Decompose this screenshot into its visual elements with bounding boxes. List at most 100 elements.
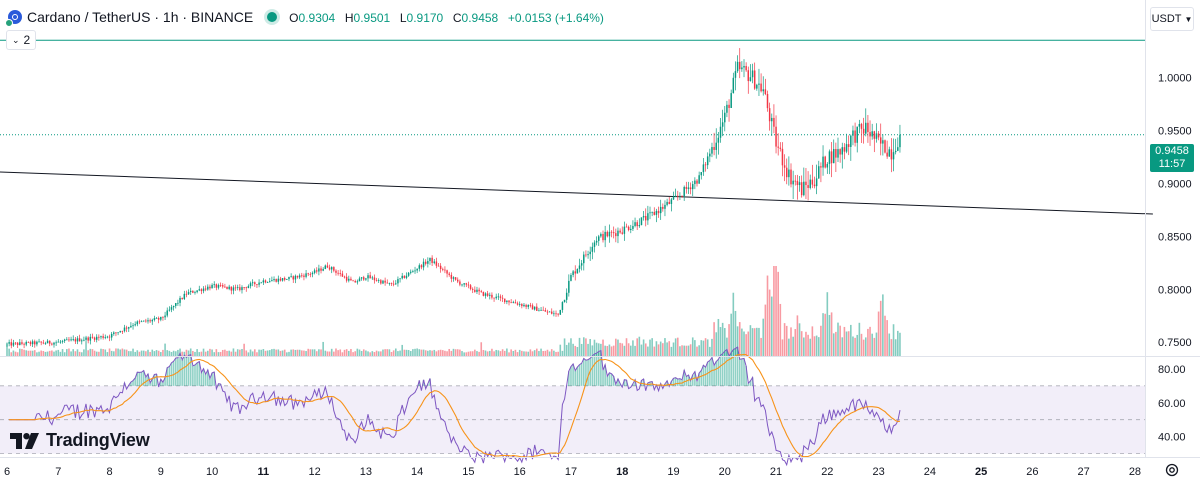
volume-bar bbox=[311, 349, 314, 356]
candle-body bbox=[380, 280, 382, 284]
candle-body bbox=[689, 187, 692, 190]
candle-body bbox=[717, 137, 720, 143]
volume-bar bbox=[394, 348, 397, 356]
volume-bar bbox=[529, 349, 532, 356]
candle-body bbox=[290, 276, 292, 278]
volume-bar bbox=[521, 350, 523, 356]
volume-bar bbox=[290, 349, 292, 356]
candle-body bbox=[258, 282, 260, 285]
volume-bar bbox=[503, 350, 506, 356]
candle-body bbox=[580, 263, 583, 266]
candle-body bbox=[681, 195, 683, 197]
candle-body bbox=[467, 284, 470, 286]
candle-body bbox=[104, 337, 107, 338]
candle-body bbox=[550, 311, 553, 314]
volume-bar bbox=[215, 349, 218, 356]
volume-bar bbox=[134, 351, 136, 356]
time-tick-label: 6 bbox=[4, 466, 10, 478]
candle-body bbox=[465, 283, 468, 285]
volume-bar bbox=[390, 351, 393, 356]
price-pane[interactable] bbox=[0, 39, 1153, 349]
candle-body bbox=[44, 343, 47, 345]
volume-bar bbox=[666, 342, 668, 356]
candle-body bbox=[36, 341, 38, 345]
volume-bar bbox=[864, 337, 867, 356]
volume-bar bbox=[264, 350, 267, 356]
tradingview-logo[interactable]: TradingView bbox=[10, 430, 150, 451]
candle-body bbox=[702, 164, 705, 173]
candle-body bbox=[869, 132, 871, 137]
volume-bar bbox=[506, 348, 508, 356]
market-open-icon bbox=[267, 12, 278, 22]
symbol-legend[interactable]: Cardano / TetherUS · 1h · BINANCE O0.930… bbox=[4, 6, 610, 28]
volume-bar bbox=[209, 348, 211, 356]
volume-bar bbox=[858, 322, 861, 356]
volume-bar bbox=[687, 345, 690, 356]
candle-body bbox=[668, 201, 670, 204]
volume-bar bbox=[691, 337, 694, 356]
indicators-toggle[interactable]: ⌄ 2 bbox=[6, 30, 37, 50]
candle-body bbox=[461, 284, 463, 286]
symbol-title[interactable]: Cardano / TetherUS · 1h · BINANCE bbox=[27, 9, 254, 25]
volume-bar bbox=[362, 349, 365, 356]
candle-body bbox=[632, 225, 634, 229]
volume-bar bbox=[568, 342, 570, 356]
candle-body bbox=[57, 341, 60, 343]
candle-body bbox=[181, 297, 183, 299]
volume-bar bbox=[732, 292, 735, 356]
candle-body bbox=[128, 327, 130, 329]
candle-body bbox=[55, 342, 57, 344]
volume-bar bbox=[149, 351, 151, 356]
candle-body bbox=[271, 280, 273, 282]
candle-body bbox=[621, 232, 623, 234]
volume-bar bbox=[232, 348, 235, 356]
currency-select[interactable]: USDT ▼ bbox=[1150, 7, 1194, 31]
candle-body bbox=[568, 280, 570, 293]
candle-body bbox=[420, 265, 423, 268]
candle-body bbox=[783, 165, 786, 168]
time-tick-label: 22 bbox=[821, 466, 833, 478]
candle-body bbox=[677, 195, 679, 197]
volume-bar bbox=[72, 349, 75, 356]
volume-bar bbox=[875, 332, 878, 356]
rsi-tick-label: 80.00 bbox=[1158, 364, 1186, 376]
candle-body bbox=[262, 280, 265, 283]
candle-body bbox=[741, 67, 743, 70]
candle-body bbox=[777, 146, 779, 148]
candle-body bbox=[224, 286, 226, 288]
rsi-pane[interactable] bbox=[0, 346, 1145, 467]
candle-body bbox=[68, 339, 70, 341]
candle-body bbox=[273, 279, 275, 281]
volume-bar bbox=[100, 348, 102, 356]
candle-body bbox=[407, 272, 410, 276]
candle-body bbox=[95, 336, 98, 340]
time-tick-label: 8 bbox=[106, 466, 112, 478]
volume-bar bbox=[275, 349, 277, 356]
candle-body bbox=[66, 339, 68, 341]
volume-bar bbox=[424, 350, 427, 356]
volume-bar bbox=[862, 339, 865, 356]
volume-bar bbox=[234, 351, 237, 356]
candle-body bbox=[316, 270, 318, 272]
volume-bar bbox=[157, 350, 160, 356]
volume-bar bbox=[48, 350, 51, 356]
volume-bar bbox=[698, 345, 700, 356]
candle-body bbox=[578, 265, 581, 269]
gear-icon[interactable] bbox=[1164, 462, 1180, 478]
candle-body bbox=[399, 278, 401, 280]
volume-bar bbox=[790, 327, 792, 356]
candle-body bbox=[87, 337, 89, 341]
volume-bar bbox=[813, 336, 816, 356]
volume-bar bbox=[388, 349, 391, 356]
trendline bbox=[0, 171, 1153, 215]
volume-bar bbox=[762, 318, 765, 356]
candle-body bbox=[747, 70, 750, 82]
volume-bar bbox=[422, 349, 425, 356]
volume-bar bbox=[271, 349, 273, 356]
candle-body bbox=[232, 287, 235, 291]
ohlc-values: O0.9304 H0.9501 L0.9170 C0.9458 +0.0153 … bbox=[289, 10, 604, 25]
volume-bar bbox=[591, 345, 594, 356]
candle-body bbox=[183, 293, 186, 299]
candle-body bbox=[591, 246, 594, 252]
